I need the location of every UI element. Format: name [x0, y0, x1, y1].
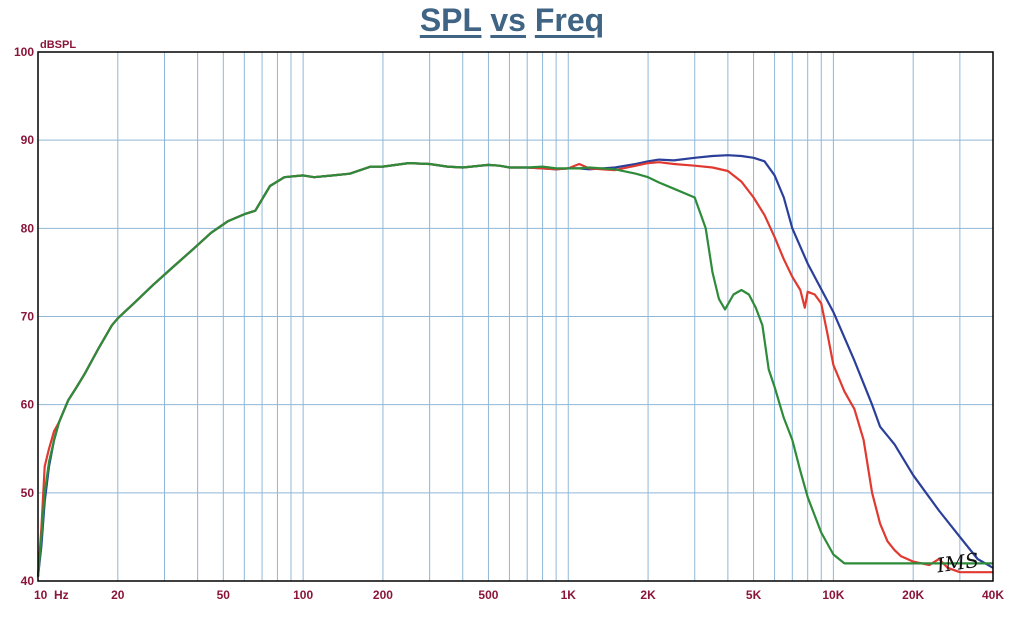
x-tick-label: 20K — [902, 588, 924, 602]
x-tick-label: 1K — [561, 588, 577, 602]
x-tick-label: 2K — [640, 588, 656, 602]
grid — [38, 52, 993, 581]
series-line-2 — [36, 161, 993, 577]
signature-text: IMS — [934, 548, 980, 578]
x-tick-label: 50 — [217, 588, 231, 602]
y-tick-label: 60 — [21, 398, 35, 412]
x-tick-label: 500 — [478, 588, 498, 602]
y-axis-unit-label: dBSPL — [40, 39, 76, 51]
title-word-freq: Freq — [534, 2, 605, 38]
x-tick-label: 5K — [746, 588, 762, 602]
y-tick-labels: 100 90 80 70 60 50 40 — [14, 45, 34, 588]
x-tick-label: 10K — [822, 588, 844, 602]
y-tick-label: 40 — [21, 574, 35, 588]
x-tick-label: 100 — [293, 588, 313, 602]
x-tick-label: 20 — [111, 588, 125, 602]
chart-title: SPL vs Freq — [0, 2, 1024, 39]
x-tick-label: 10 Hz — [34, 588, 69, 602]
title-word-spl: SPL — [419, 2, 482, 38]
y-tick-label: 80 — [21, 221, 35, 235]
x-tick-labels: 10 Hz 20 50 100 200 500 1K 2K 5K 10K 20K 40K — [34, 588, 1004, 602]
title-word-vs: vs — [490, 2, 526, 38]
series-line-1 — [36, 154, 994, 577]
x-tick-label: 40K — [982, 588, 1004, 602]
series-lines — [36, 154, 994, 577]
y-tick-label: 100 — [14, 45, 34, 59]
plot-frame — [37, 51, 994, 582]
y-tick-label: 70 — [21, 310, 35, 324]
series-line-3 — [36, 162, 993, 577]
x-tick-label: 200 — [373, 588, 393, 602]
y-tick-label: 50 — [21, 486, 35, 500]
y-tick-label: 90 — [21, 133, 35, 147]
